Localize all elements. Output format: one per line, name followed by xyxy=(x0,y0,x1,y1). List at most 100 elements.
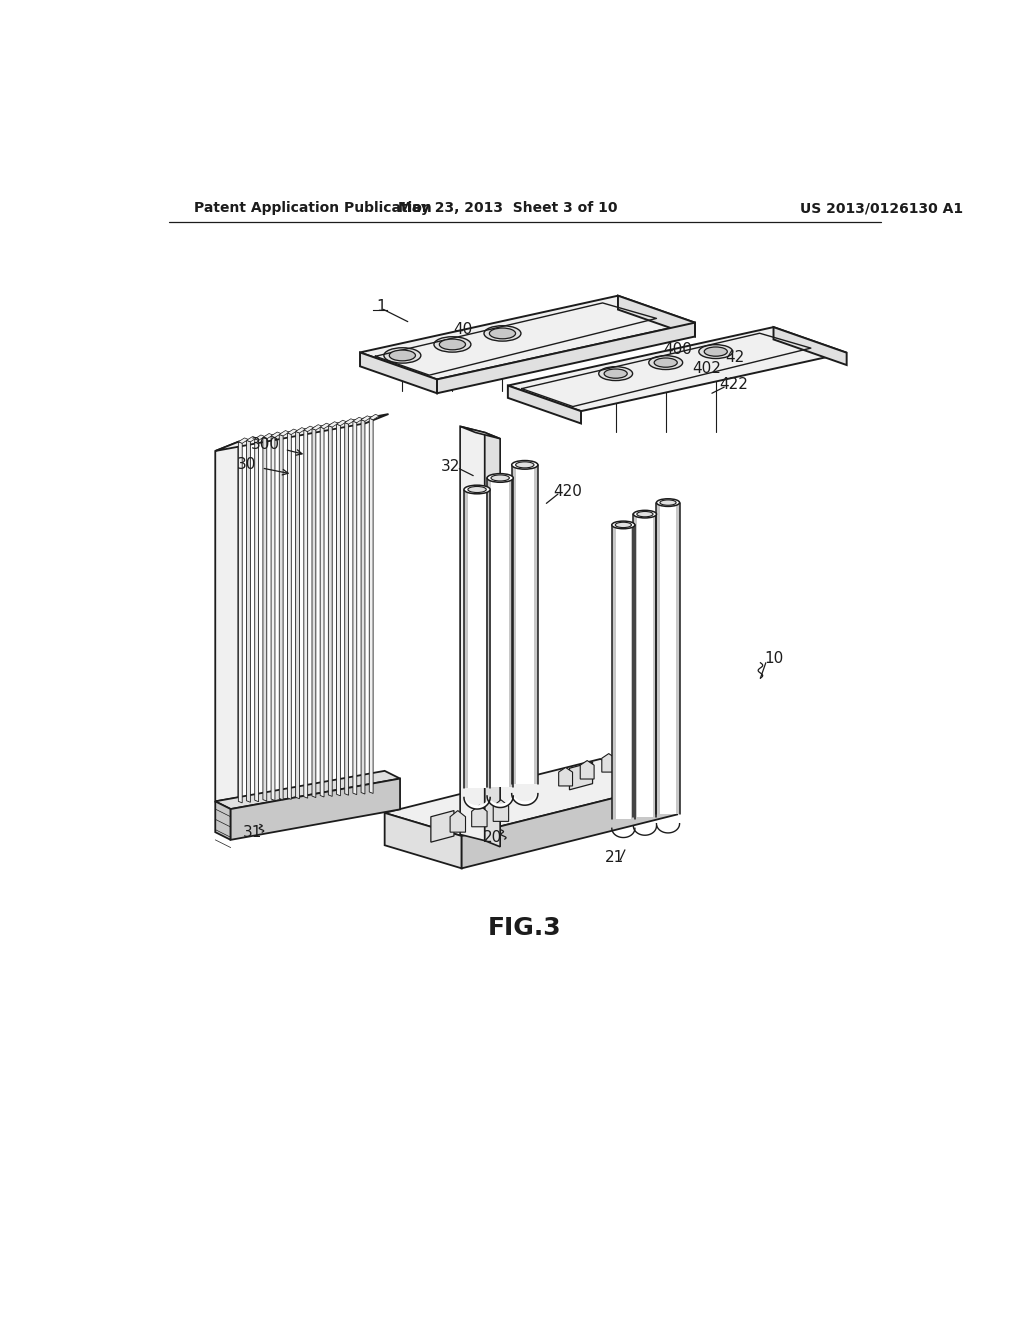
Polygon shape xyxy=(484,433,500,847)
Polygon shape xyxy=(353,421,356,795)
Ellipse shape xyxy=(634,511,656,517)
Polygon shape xyxy=(464,490,468,788)
Polygon shape xyxy=(634,515,656,817)
Polygon shape xyxy=(345,418,354,424)
Polygon shape xyxy=(464,490,490,788)
Polygon shape xyxy=(296,432,299,799)
Polygon shape xyxy=(460,426,484,841)
Polygon shape xyxy=(304,426,313,432)
Polygon shape xyxy=(329,421,338,428)
Ellipse shape xyxy=(698,345,733,359)
Polygon shape xyxy=(360,296,695,379)
Polygon shape xyxy=(312,425,322,430)
Text: 30: 30 xyxy=(237,457,256,473)
Polygon shape xyxy=(321,428,324,797)
Polygon shape xyxy=(602,754,615,772)
Polygon shape xyxy=(611,525,615,818)
Polygon shape xyxy=(634,515,637,817)
Polygon shape xyxy=(239,438,249,444)
Text: 420: 420 xyxy=(554,483,583,499)
Polygon shape xyxy=(451,810,466,832)
Ellipse shape xyxy=(611,521,635,529)
Ellipse shape xyxy=(656,499,680,507)
Ellipse shape xyxy=(489,329,515,339)
Polygon shape xyxy=(360,352,437,393)
Text: 40: 40 xyxy=(454,322,473,337)
Text: FIG.3: FIG.3 xyxy=(488,916,561,940)
Polygon shape xyxy=(581,760,594,779)
Polygon shape xyxy=(431,810,454,842)
Ellipse shape xyxy=(490,475,509,480)
Text: 300: 300 xyxy=(251,437,280,453)
Polygon shape xyxy=(559,767,572,785)
Text: 21: 21 xyxy=(604,850,624,865)
Polygon shape xyxy=(361,420,365,795)
Polygon shape xyxy=(462,781,677,869)
Polygon shape xyxy=(486,490,490,788)
Polygon shape xyxy=(239,442,243,803)
Ellipse shape xyxy=(484,326,521,341)
Polygon shape xyxy=(385,813,462,869)
Text: 42: 42 xyxy=(725,350,744,364)
Text: 1: 1 xyxy=(376,298,386,314)
Polygon shape xyxy=(288,429,297,434)
Ellipse shape xyxy=(434,337,471,352)
Polygon shape xyxy=(535,465,538,784)
Polygon shape xyxy=(509,478,513,787)
Ellipse shape xyxy=(439,339,466,350)
Ellipse shape xyxy=(464,486,490,494)
Ellipse shape xyxy=(604,370,628,379)
Polygon shape xyxy=(370,414,379,420)
Polygon shape xyxy=(385,759,677,836)
Polygon shape xyxy=(508,385,581,424)
Polygon shape xyxy=(215,801,230,840)
Ellipse shape xyxy=(516,462,534,467)
Polygon shape xyxy=(512,465,515,784)
Polygon shape xyxy=(487,478,490,787)
Polygon shape xyxy=(271,432,282,437)
Ellipse shape xyxy=(649,355,683,370)
Polygon shape xyxy=(337,424,340,796)
Polygon shape xyxy=(361,416,371,421)
Text: Patent Application Publication: Patent Application Publication xyxy=(194,202,431,215)
Polygon shape xyxy=(512,465,538,784)
Polygon shape xyxy=(280,434,283,800)
Polygon shape xyxy=(312,429,315,797)
Polygon shape xyxy=(370,418,373,793)
Polygon shape xyxy=(353,417,362,422)
Polygon shape xyxy=(304,430,307,799)
Polygon shape xyxy=(508,327,847,411)
Polygon shape xyxy=(215,771,400,809)
Polygon shape xyxy=(773,327,847,366)
Ellipse shape xyxy=(659,500,676,506)
Polygon shape xyxy=(611,525,635,818)
Polygon shape xyxy=(280,430,289,436)
Ellipse shape xyxy=(512,461,538,469)
Polygon shape xyxy=(487,478,513,787)
Polygon shape xyxy=(263,437,267,801)
Ellipse shape xyxy=(637,511,653,517)
Polygon shape xyxy=(464,793,490,809)
Text: 31: 31 xyxy=(243,825,262,840)
Polygon shape xyxy=(494,800,509,821)
Ellipse shape xyxy=(599,367,633,380)
Ellipse shape xyxy=(487,474,513,482)
Polygon shape xyxy=(652,515,656,817)
Polygon shape xyxy=(247,437,257,442)
Polygon shape xyxy=(472,805,487,826)
Polygon shape xyxy=(676,503,680,814)
Polygon shape xyxy=(296,428,305,433)
Ellipse shape xyxy=(384,347,421,363)
Polygon shape xyxy=(263,433,273,438)
Polygon shape xyxy=(215,414,388,451)
Polygon shape xyxy=(512,789,538,805)
Text: 20: 20 xyxy=(483,830,502,845)
Polygon shape xyxy=(656,503,680,814)
Polygon shape xyxy=(215,442,239,801)
Ellipse shape xyxy=(468,487,486,492)
Text: US 2013/0126130 A1: US 2013/0126130 A1 xyxy=(801,202,964,215)
Ellipse shape xyxy=(705,347,727,356)
Polygon shape xyxy=(487,792,513,808)
Polygon shape xyxy=(329,425,332,796)
Ellipse shape xyxy=(389,350,416,360)
